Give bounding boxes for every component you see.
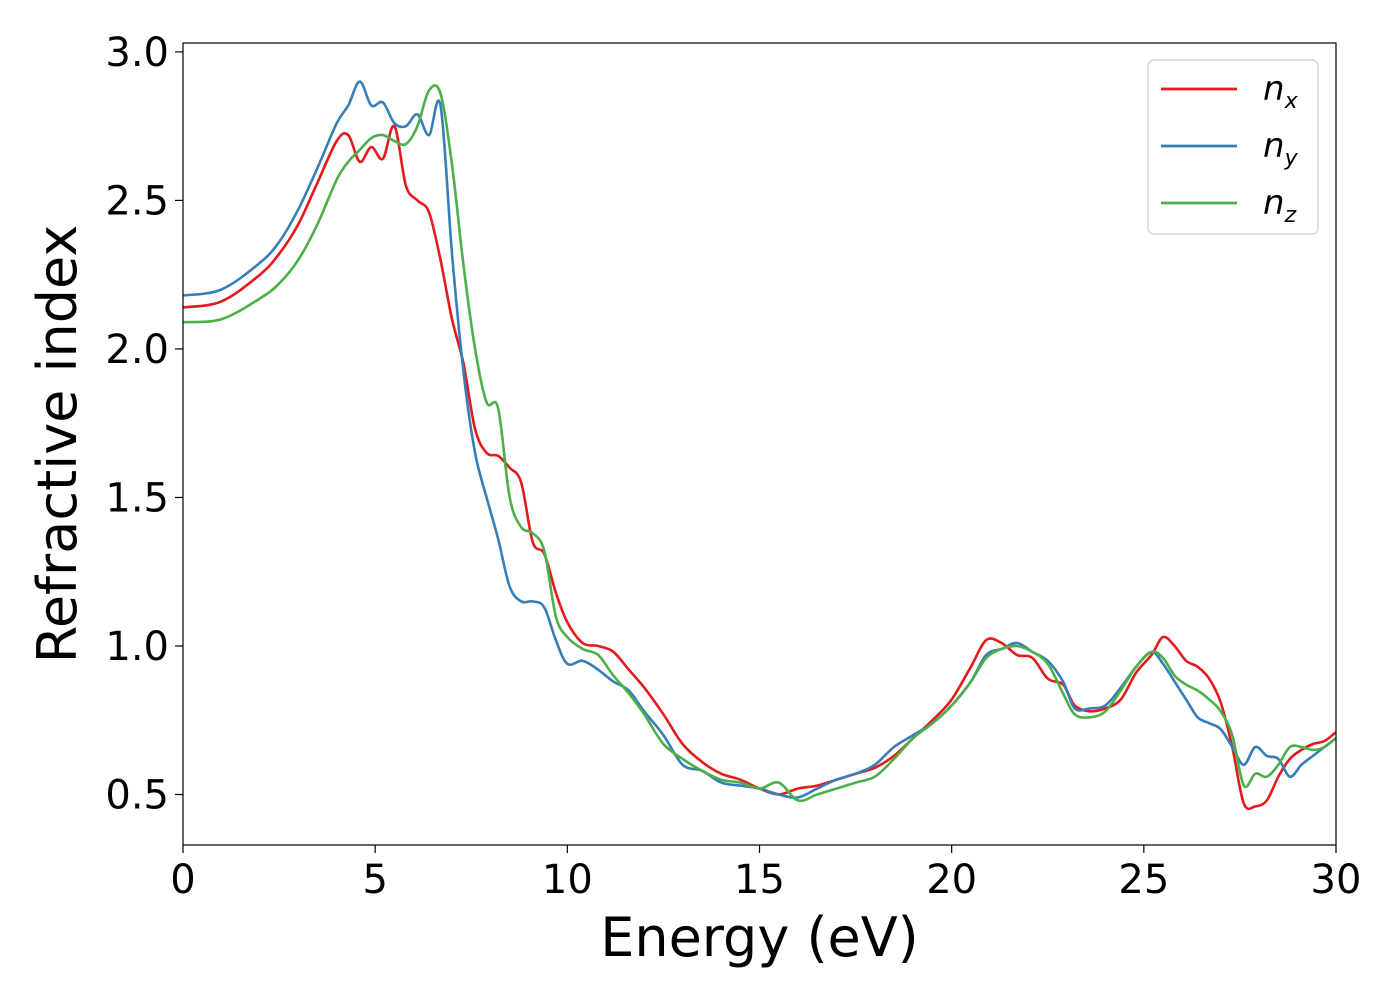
y-axis-title: Refractive index bbox=[26, 225, 89, 664]
x-tick-label: 0 bbox=[170, 857, 195, 903]
x-tick-label: 5 bbox=[362, 857, 387, 903]
y-tick-label: 2.5 bbox=[105, 178, 169, 224]
series-line-ny bbox=[182, 80, 1337, 800]
y-tick-label: 0.5 bbox=[105, 773, 169, 819]
x-tick-label: 25 bbox=[1118, 857, 1169, 903]
legend-label-nx: nx bbox=[1263, 69, 1299, 114]
legend-label-ny: ny bbox=[1263, 126, 1299, 171]
x-tick-label: 20 bbox=[926, 857, 977, 903]
y-tick-label: 1.5 bbox=[105, 475, 169, 521]
x-tick-label: 30 bbox=[1311, 857, 1362, 903]
x-tick-label: 10 bbox=[542, 857, 593, 903]
y-axis-ticks: 0.5 1.0 1.5 2.0 2.5 3.0 bbox=[105, 30, 183, 819]
y-tick-label: 1.0 bbox=[105, 624, 169, 670]
y-tick-label: 2.0 bbox=[105, 327, 169, 373]
x-axis-title: Energy (eV) bbox=[600, 906, 919, 969]
y-tick-label: 3.0 bbox=[105, 30, 169, 76]
legend: nx ny nz bbox=[1147, 59, 1319, 235]
legend-label-nz: nz bbox=[1263, 183, 1297, 228]
series-line-nz bbox=[182, 84, 1337, 803]
series-layer bbox=[182, 80, 1337, 811]
x-tick-label: 15 bbox=[734, 857, 785, 903]
x-axis-ticks: 0 5 10 15 20 25 30 bbox=[170, 845, 1361, 903]
